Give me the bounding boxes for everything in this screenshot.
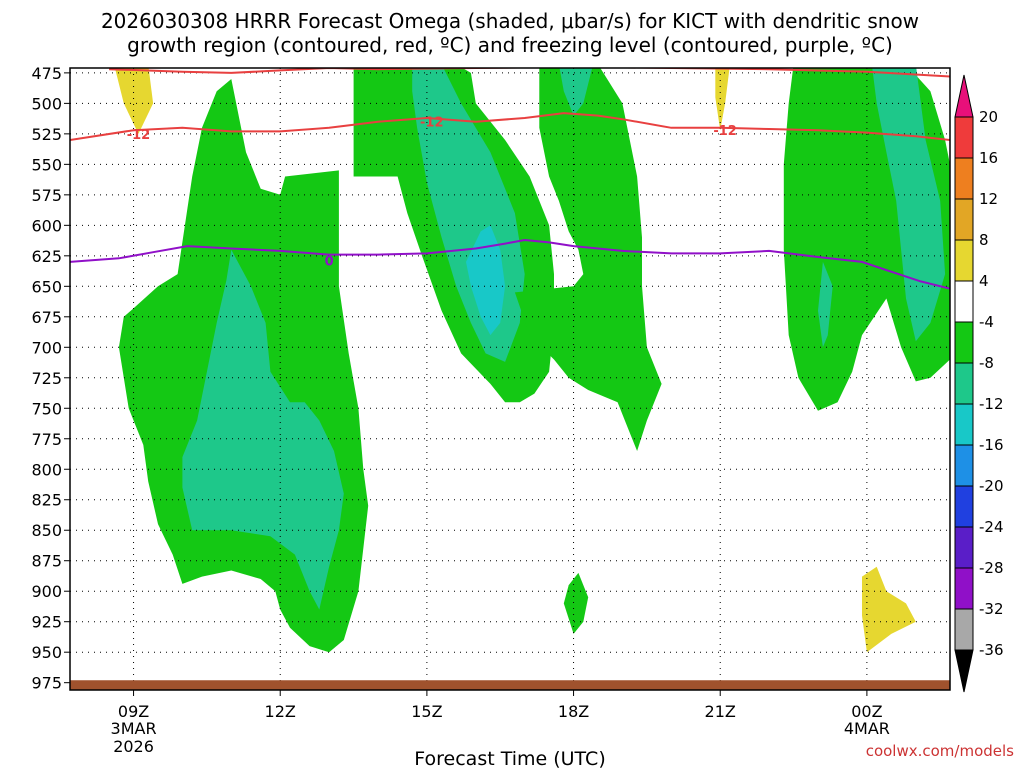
ground-surface — [70, 680, 950, 690]
x-tick-sublabel-09Z-2: 2026 — [113, 737, 154, 756]
colorbar-label-10: -24 — [979, 518, 1004, 536]
colorbar-swatch-0 — [954, 116, 974, 159]
colorbar-label-3: 8 — [979, 231, 989, 249]
y-tick-label-650: 650 — [31, 277, 62, 296]
colorbar-label-1: 16 — [979, 149, 998, 167]
colorbar-swatch-6 — [954, 362, 974, 405]
contour-label-0-0: -12 — [127, 128, 151, 143]
omega-region-7 — [563, 572, 589, 634]
contour-line-0 — [70, 112, 950, 141]
colorbar-label-9: -20 — [979, 477, 1004, 495]
omega-region-13 — [862, 566, 916, 653]
colorbar-label-13: -36 — [979, 641, 1004, 659]
colorbar-bottom-extend — [954, 649, 974, 693]
contour-label-2-0: 0 — [325, 255, 334, 270]
y-tick-label-850: 850 — [31, 521, 62, 540]
x-axis-title: Forecast Time (UTC) — [414, 748, 605, 768]
colorbar: 20 16 12 8 4 -4 -8 -12 -16 -20 -24 -28 -32 -36 — [954, 74, 1004, 693]
ground-layer — [70, 680, 950, 690]
y-tick-label-925: 925 — [31, 613, 62, 632]
colorbar-label-8: -16 — [979, 436, 1004, 454]
omega-region-5 — [514, 68, 662, 451]
colorbar-swatch-10 — [954, 526, 974, 569]
contour-line-2 — [70, 238, 950, 290]
y-tick-label-600: 600 — [31, 216, 62, 235]
x-tick-label-12Z: 12Z — [265, 702, 296, 721]
y-axis: 475 500 525 550 575 600 625 650 675 700 725 750 775 8… — [31, 64, 70, 693]
x-tick-label-18Z: 18Z — [558, 702, 589, 721]
y-tick-label-750: 750 — [31, 399, 62, 418]
colorbar-swatch-4 — [954, 280, 974, 323]
y-tick-label-700: 700 — [31, 338, 62, 357]
colorbar-label-2: 12 — [979, 190, 998, 208]
x-tick-label-21Z: 21Z — [705, 702, 736, 721]
y-tick-label-525: 525 — [31, 125, 62, 144]
colorbar-swatch-8 — [954, 444, 974, 487]
colorbar-swatch-5 — [954, 321, 974, 364]
colorbar-label-5: -4 — [979, 313, 994, 331]
colorbar-label-4: 4 — [979, 272, 989, 290]
omega-region-1 — [182, 249, 344, 610]
omega-shading-layer — [114, 68, 950, 653]
colorbar-swatch-7 — [954, 403, 974, 446]
y-tick-label-675: 675 — [31, 308, 62, 327]
colorbar-top-extend — [954, 74, 974, 118]
y-tick-label-825: 825 — [31, 491, 62, 510]
omega-region-11 — [114, 68, 154, 134]
contour-layer: -12 -12 -12 0 — [70, 68, 950, 290]
x-tick-label-09Z: 09Z — [118, 702, 149, 721]
contour-label-0-2: -12 — [713, 124, 737, 139]
x-tick-label-00Z: 00Z — [851, 702, 882, 721]
y-tick-label-875: 875 — [31, 552, 62, 571]
y-tick-label-475: 475 — [31, 64, 62, 83]
omega-region-10 — [818, 261, 833, 348]
plot-frame — [69, 67, 951, 691]
x-tick-sublabel-09Z-1: 3MAR — [111, 719, 157, 738]
y-tick-label-575: 575 — [31, 186, 62, 205]
colorbar-swatch-1 — [954, 157, 974, 200]
y-tick-label-975: 975 — [31, 674, 62, 693]
colorbar-label-7: -12 — [979, 395, 1004, 413]
colorbar-swatch-11 — [954, 567, 974, 610]
colorbar-swatch-9 — [954, 485, 974, 528]
x-tick-label-15Z: 15Z — [411, 702, 442, 721]
chart-title-line-2: growth region (contoured, red, ºC) and f… — [127, 33, 893, 57]
contour-label-0-1: -12 — [420, 116, 444, 131]
y-tick-label-500: 500 — [31, 94, 62, 113]
y-tick-label-900: 900 — [31, 582, 62, 601]
credit-text: coolwx.com/models — [866, 742, 1014, 760]
y-tick-label-725: 725 — [31, 369, 62, 388]
y-tick-label-950: 950 — [31, 643, 62, 662]
y-tick-label-800: 800 — [31, 460, 62, 479]
omega-region-4 — [466, 225, 506, 336]
colorbar-label-6: -8 — [979, 354, 994, 372]
chart-title-line-1: 2026030308 HRRR Forecast Omega (shaded, … — [101, 9, 919, 33]
y-tick-label-550: 550 — [31, 155, 62, 174]
y-tick-label-775: 775 — [31, 430, 62, 449]
colorbar-swatch-3 — [954, 239, 974, 282]
colorbar-swatch-12 — [954, 608, 974, 651]
y-tick-label-625: 625 — [31, 247, 62, 266]
colorbar-label-0: 20 — [979, 108, 998, 126]
omega-region-12 — [715, 68, 730, 131]
colorbar-label-11: -28 — [979, 559, 1004, 577]
colorbar-label-12: -32 — [979, 600, 1004, 618]
colorbar-swatch-2 — [954, 198, 974, 241]
omega-region-6 — [559, 68, 593, 116]
x-tick-sublabel-00Z-1: 4MAR — [844, 719, 890, 738]
omega-region-9 — [872, 68, 946, 342]
